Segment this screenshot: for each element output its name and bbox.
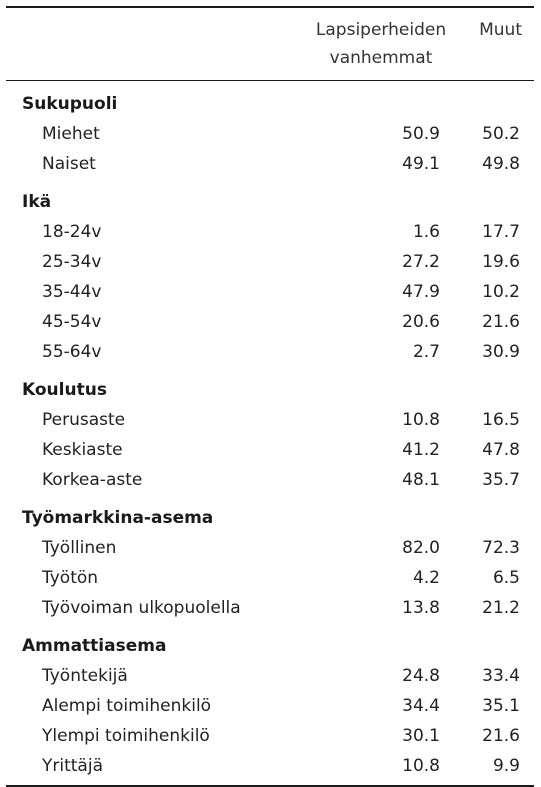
value-parents: 47.9	[402, 282, 440, 302]
table-row: Naiset 49.1 49.8	[6, 149, 534, 179]
column-header-others: Muut	[456, 6, 534, 81]
group-title: Työmarkkina-asema	[22, 508, 214, 528]
value-others: 35.7	[482, 470, 520, 490]
value-others: 10.2	[482, 282, 520, 302]
value-parents: 34.4	[402, 696, 440, 716]
value-parents: 2.7	[412, 342, 440, 362]
table-row: Työllinen 82.0 72.3	[6, 533, 534, 563]
group-title: Ikä	[22, 192, 52, 212]
value-parents: 20.6	[402, 312, 440, 332]
row-label: Keskiaste	[42, 440, 123, 460]
value-others: 30.9	[482, 342, 520, 362]
row-label: Ylempi toimihenkilö	[42, 726, 210, 746]
group-header-row: Ammattiasema	[6, 623, 534, 661]
row-label: Työvoiman ulkopuolella	[42, 598, 241, 618]
row-label: 55-64v	[42, 342, 102, 362]
row-label: 35-44v	[42, 282, 102, 302]
column-header-parents-line1: Lapsiperheiden	[315, 20, 447, 40]
value-others: 16.5	[482, 410, 520, 430]
table-row: Yrittäjä 10.8 9.9	[6, 751, 534, 787]
group-title: Sukupuoli	[22, 94, 118, 114]
value-others: 33.4	[482, 666, 520, 686]
table-row: 35-44v 47.9 10.2	[6, 277, 534, 307]
value-others: 49.8	[482, 154, 520, 174]
table-row: 18-24v 1.6 17.7	[6, 217, 534, 247]
value-parents: 4.2	[412, 568, 440, 588]
table-row: Ylempi toimihenkilö 30.1 21.6	[6, 721, 534, 751]
row-label: Yrittäjä	[6, 751, 306, 787]
value-parents: 27.2	[402, 252, 440, 272]
row-label: Perusaste	[42, 410, 126, 430]
value-parents: 50.9	[402, 124, 440, 144]
table-row: Perusaste 10.8 16.5	[6, 405, 534, 435]
statistics-table-container: Lapsiperheiden vanhemmat Muut Sukupuoli M…	[6, 6, 534, 787]
table-header-row: Lapsiperheiden vanhemmat Muut	[6, 6, 534, 81]
value-others: 19.6	[482, 252, 520, 272]
row-label: Työntekijä	[42, 666, 128, 686]
value-others: 72.3	[482, 538, 520, 558]
row-label: Miehet	[42, 124, 100, 144]
value-others: 9.9	[456, 751, 534, 787]
table-row: Työntekijä 24.8 33.4	[6, 661, 534, 691]
value-parents: 41.2	[402, 440, 440, 460]
row-label: 18-24v	[42, 222, 102, 242]
value-others: 47.8	[482, 440, 520, 460]
row-label: Korkea-aste	[42, 470, 143, 490]
value-others: 21.2	[482, 598, 520, 618]
table-row: 25-34v 27.2 19.6	[6, 247, 534, 277]
row-label: Alempi toimihenkilö	[42, 696, 212, 716]
column-header-parents-line2: vanhemmat	[329, 48, 433, 68]
row-label: Työtön	[42, 568, 99, 588]
value-others: 17.7	[482, 222, 520, 242]
column-header-parents: Lapsiperheiden vanhemmat	[306, 6, 456, 81]
row-label: Työllinen	[42, 538, 117, 558]
table-body: Sukupuoli Miehet 50.9 50.2 Naiset 49.1 49.8 Ikä…	[6, 81, 534, 787]
value-parents: 1.6	[412, 222, 440, 242]
value-parents: 48.1	[402, 470, 440, 490]
value-parents: 10.8	[402, 410, 440, 430]
value-others: 6.5	[492, 568, 520, 588]
table-row: 45-54v 20.6 21.6	[6, 307, 534, 337]
value-others: 50.2	[482, 124, 520, 144]
group-header-row: Sukupuoli	[6, 81, 534, 120]
row-label: 25-34v	[42, 252, 102, 272]
table-row: Keskiaste 41.2 47.8	[6, 435, 534, 465]
value-others: 21.6	[482, 312, 520, 332]
value-parents: 24.8	[402, 666, 440, 686]
table-row: Työvoiman ulkopuolella 13.8 21.2	[6, 593, 534, 623]
group-header-row: Työmarkkina-asema	[6, 495, 534, 533]
header-empty-cell	[6, 6, 306, 81]
group-header-row: Koulutus	[6, 367, 534, 405]
group-title: Ammattiasema	[22, 636, 167, 656]
row-label: 45-54v	[42, 312, 102, 332]
group-header-row: Ikä	[6, 179, 534, 217]
group-title: Koulutus	[22, 380, 107, 400]
value-parents: 49.1	[402, 154, 440, 174]
table-row: Korkea-aste 48.1 35.7	[6, 465, 534, 495]
statistics-table: Lapsiperheiden vanhemmat Muut Sukupuoli M…	[6, 6, 534, 787]
table-row: Miehet 50.9 50.2	[6, 119, 534, 149]
row-label: Naiset	[42, 154, 96, 174]
value-parents: 82.0	[402, 538, 440, 558]
table-row: Alempi toimihenkilö 34.4 35.1	[6, 691, 534, 721]
table-row: 55-64v 2.7 30.9	[6, 337, 534, 367]
value-parents: 13.8	[402, 598, 440, 618]
value-parents: 10.8	[306, 751, 456, 787]
value-parents: 30.1	[402, 726, 440, 746]
value-others: 21.6	[482, 726, 520, 746]
table-row: Työtön 4.2 6.5	[6, 563, 534, 593]
value-others: 35.1	[482, 696, 520, 716]
